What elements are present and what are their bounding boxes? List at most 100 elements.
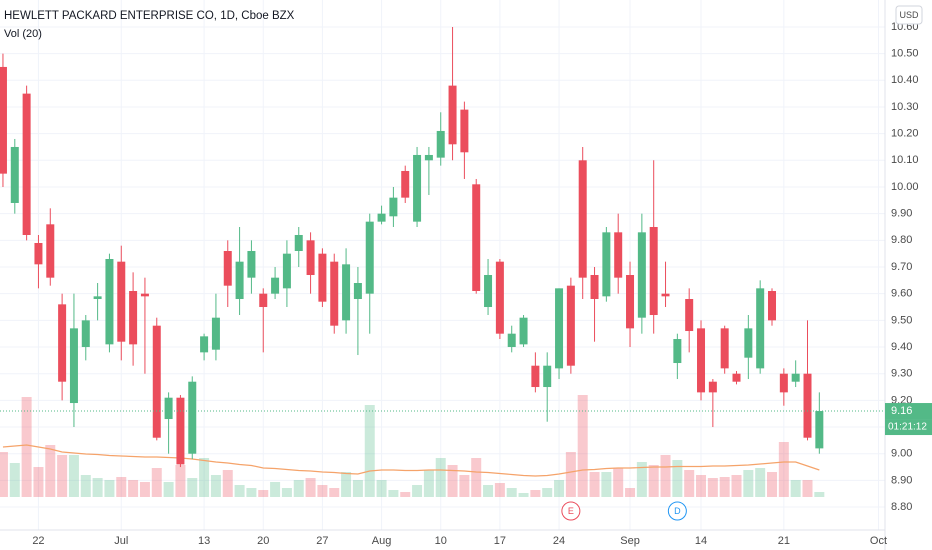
y-tick-label: 9.90 [891, 208, 912, 220]
candle-body [602, 232, 611, 297]
volume-bar [258, 490, 269, 497]
volume-bar [270, 482, 281, 497]
volume-bar [814, 492, 825, 497]
currency-button[interactable] [895, 5, 923, 25]
volume-bar [471, 458, 482, 497]
candle-body [81, 320, 90, 348]
y-tick-label: 9.30 [891, 368, 912, 380]
event-marker[interactable] [561, 501, 581, 521]
volume-bar [719, 477, 730, 497]
candle-body [531, 365, 540, 388]
x-tick-label: 14 [695, 535, 707, 547]
countdown-badge [885, 419, 932, 436]
volume-bar [518, 493, 529, 497]
volume-bar [589, 472, 600, 497]
candle-body [306, 240, 315, 276]
candle-body [353, 283, 362, 300]
volume-bar [388, 490, 399, 497]
candle-body [22, 93, 31, 235]
candle-body [732, 373, 741, 382]
volume-bar [577, 395, 588, 497]
x-tick-label: 24 [553, 535, 565, 547]
event-marker[interactable] [667, 501, 687, 521]
candle-body [803, 373, 812, 438]
grid [0, 0, 885, 530]
volume-bar [234, 485, 245, 497]
candle-body [744, 328, 753, 358]
x-tick-label: 22 [32, 535, 44, 547]
volume-bar [755, 468, 766, 497]
candle-body [495, 261, 504, 334]
volume-bar [281, 488, 292, 497]
x-tick-label: 20 [257, 535, 269, 547]
chart-title: HEWLETT PACKARD ENTERPRISE CO, 1D, Cboe … [4, 10, 295, 22]
volume-bar [341, 472, 352, 497]
volume-bar [68, 455, 79, 497]
candle-body [578, 160, 587, 278]
volume-bar [565, 452, 576, 497]
candle-body [342, 264, 351, 321]
candle-body [140, 293, 149, 297]
volume-bar [423, 470, 434, 497]
candle-body [472, 184, 481, 292]
candle-body [614, 232, 623, 278]
volume-bar [672, 460, 683, 497]
candle-body [768, 291, 777, 321]
volume-bar [743, 470, 754, 497]
candle-body [34, 242, 43, 265]
volume-pane [0, 395, 825, 497]
volume-bar [210, 475, 221, 497]
candle-body [673, 339, 682, 364]
x-tick-label: Aug [372, 535, 392, 547]
candle-body [685, 299, 694, 332]
volume-bar [660, 455, 671, 497]
candle-body [282, 253, 291, 289]
last-price-badge [885, 403, 932, 420]
volume-bar [21, 397, 32, 497]
candle-body [590, 275, 599, 300]
last-price-label: 9.16 [891, 405, 912, 417]
candle-body [756, 288, 765, 369]
volume-bar [506, 488, 517, 497]
y-tick-label: 9.60 [891, 288, 912, 300]
volume-bar [459, 475, 470, 497]
y-tick-label: 9.00 [891, 448, 912, 460]
y-tick-label: 8.80 [891, 501, 912, 513]
volume-bar [648, 465, 659, 497]
volume-bar [731, 475, 742, 497]
volume-bar [199, 458, 210, 497]
candle-body [69, 328, 78, 404]
x-tick-label: 10 [435, 535, 447, 547]
volume-bar [80, 475, 91, 497]
volume-bar [696, 475, 707, 497]
currency-label[interactable]: USD [899, 10, 919, 20]
candle-body [294, 234, 303, 251]
candle-body [720, 328, 729, 369]
candle-body [223, 250, 232, 286]
volume-bar [352, 480, 363, 497]
volume-bar [542, 488, 553, 497]
candle-body [389, 197, 398, 217]
candle-body [460, 109, 469, 153]
volume-bar [447, 465, 458, 497]
candle-body [519, 317, 528, 345]
volume-bar [305, 478, 316, 497]
volume-ma-line [2, 444, 820, 477]
volume-bar [636, 462, 647, 497]
volume-bar [412, 485, 423, 497]
x-tick-label: 17 [494, 535, 506, 547]
candle-body [779, 373, 788, 393]
x-tick-label: Oct [870, 535, 887, 547]
volume-bar [222, 470, 233, 497]
candle-body [152, 325, 161, 438]
candle-body [708, 381, 717, 393]
candle-body [626, 275, 635, 329]
volume-bar [767, 472, 778, 497]
volume-bar [187, 478, 198, 497]
y-tick-label: 10.50 [891, 48, 919, 60]
event-label: D [674, 506, 681, 516]
candle-body [365, 221, 374, 294]
candle-body [649, 226, 658, 316]
volume-bar [151, 468, 162, 497]
